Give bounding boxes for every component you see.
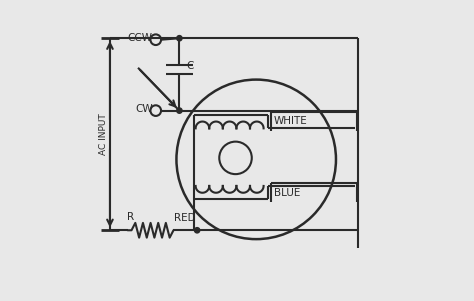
Text: AC INPUT: AC INPUT — [100, 113, 109, 155]
Text: BLUE: BLUE — [274, 188, 301, 198]
Text: RED: RED — [174, 213, 196, 223]
Text: CCW: CCW — [128, 33, 153, 43]
Text: R: R — [127, 212, 134, 222]
Text: C: C — [187, 61, 194, 71]
Circle shape — [194, 228, 200, 233]
Circle shape — [177, 108, 182, 113]
Text: WHITE: WHITE — [274, 116, 308, 126]
Circle shape — [177, 36, 182, 41]
Text: CW: CW — [135, 104, 153, 114]
